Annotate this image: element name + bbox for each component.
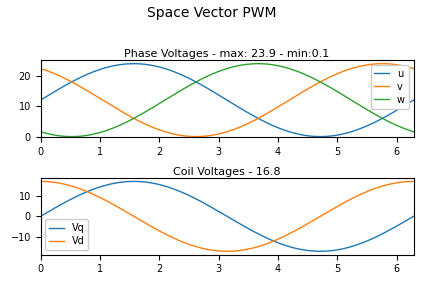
Vd — [261, 243, 266, 247]
Vq — [345, 246, 350, 249]
u — [240, 108, 245, 112]
u — [404, 103, 409, 106]
Vd — [38, 180, 43, 183]
Vq — [261, 235, 266, 238]
Vq — [240, 224, 245, 227]
Vq — [216, 209, 221, 213]
u — [411, 98, 416, 102]
v — [404, 65, 409, 68]
w — [262, 62, 267, 66]
v — [193, 135, 198, 138]
w — [345, 96, 350, 100]
v — [379, 62, 385, 65]
Vq — [404, 219, 409, 222]
Line: w: w — [41, 64, 413, 137]
Vq — [38, 215, 43, 218]
v — [216, 132, 221, 136]
w — [218, 69, 223, 72]
Legend: u, v, w: u, v, w — [371, 65, 409, 109]
w — [411, 130, 416, 133]
Line: u: u — [41, 64, 413, 137]
Line: Vq: Vq — [41, 181, 413, 251]
Vd — [224, 250, 229, 253]
Vd — [403, 180, 408, 184]
u — [218, 95, 223, 98]
Vd — [240, 248, 245, 252]
w — [256, 62, 261, 65]
Line: v: v — [41, 64, 413, 137]
Vq — [411, 215, 416, 218]
w — [38, 130, 43, 133]
Text: Space Vector PWM: Space Vector PWM — [147, 6, 277, 20]
u — [216, 93, 221, 97]
u — [261, 119, 266, 123]
Vq — [318, 250, 323, 253]
Line: Vd: Vd — [41, 181, 413, 251]
v — [218, 132, 223, 135]
v — [38, 67, 43, 70]
u — [131, 62, 137, 65]
Vd — [218, 249, 223, 253]
w — [216, 70, 221, 73]
u — [38, 98, 43, 102]
v — [240, 124, 245, 127]
Title: Phase Voltages - max: 23.9 - min:0.1: Phase Voltages - max: 23.9 - min:0.1 — [124, 49, 330, 59]
u — [318, 135, 323, 138]
Vd — [411, 180, 416, 183]
v — [411, 67, 416, 70]
w — [70, 135, 75, 138]
u — [345, 131, 350, 135]
Vd — [344, 200, 349, 203]
w — [404, 127, 409, 131]
w — [240, 63, 245, 66]
v — [261, 114, 266, 117]
Vd — [215, 249, 220, 253]
Vq — [218, 211, 223, 214]
Vq — [131, 180, 137, 183]
Title: Coil Voltages - 16.8: Coil Voltages - 16.8 — [173, 167, 281, 177]
Legend: Vq, Vd: Vq, Vd — [45, 219, 88, 250]
v — [344, 68, 349, 72]
